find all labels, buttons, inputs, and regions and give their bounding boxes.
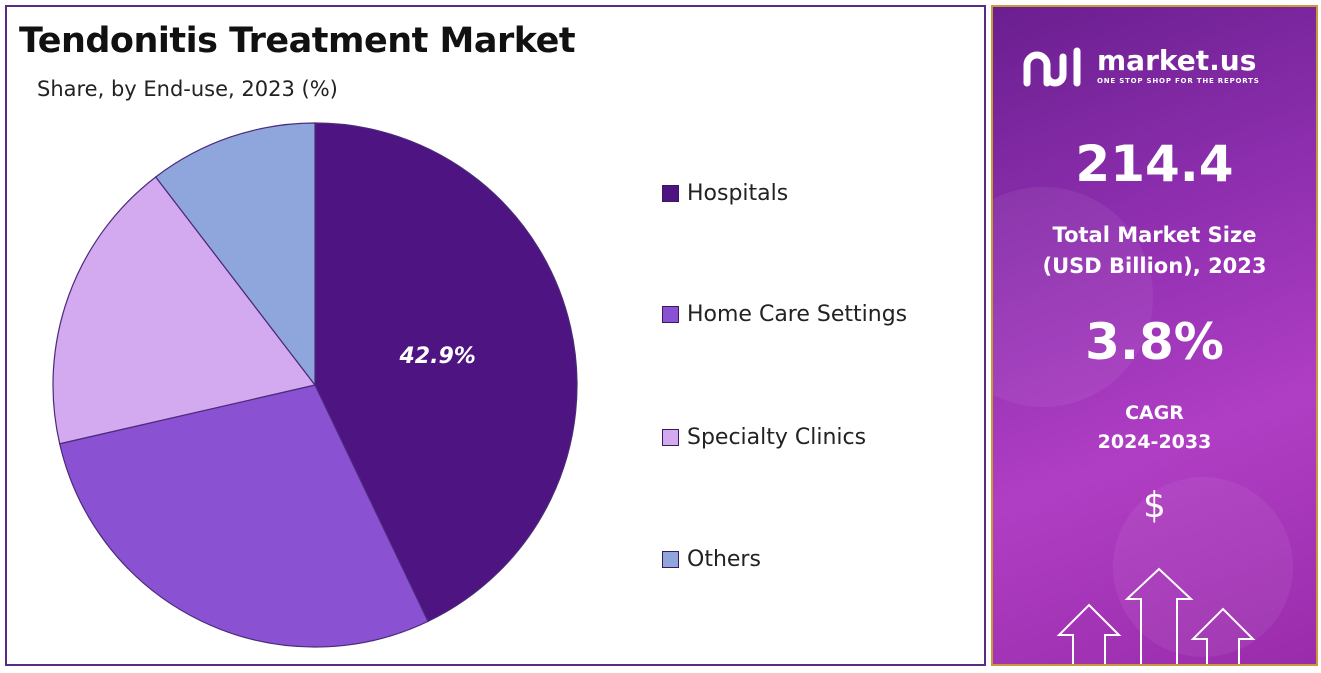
legend-item-specialty-clinics: Specialty Clinics: [662, 425, 866, 450]
cagr-label: CAGR 2024-2033: [993, 399, 1316, 457]
legend-item-hospitals: Hospitals: [662, 181, 788, 206]
legend-label-others: Others: [687, 547, 761, 572]
legend-label-home-care-settings: Home Care Settings: [687, 302, 908, 327]
legend-swatch-home-care-settings: [662, 306, 679, 323]
market-size-label-line1: Total Market Size: [1052, 223, 1257, 247]
pie-slice-hospitals: [314, 122, 578, 623]
brand-logo-block: market.us ONE STOP SHOP FOR THE REPORTS: [1023, 45, 1260, 87]
pie-chart: 42.9%: [52, 122, 578, 648]
chart-title: Tendonitis Treatment Market: [19, 21, 576, 61]
pie-slice-specialty-clinics: [52, 176, 317, 445]
legend-swatch-hospitals: [662, 185, 679, 202]
market-size-label-line2: (USD Billion), 2023: [1042, 254, 1267, 278]
chart-panel: Tendonitis Treatment Market Share, by En…: [5, 5, 986, 666]
stats-side-panel: market.us ONE STOP SHOP FOR THE REPORTS …: [991, 5, 1318, 666]
legend-label-specialty-clinics: Specialty Clinics: [687, 425, 867, 450]
cagr-label-line2: 2024-2033: [1097, 431, 1212, 453]
market-us-logo-icon: [1023, 47, 1081, 87]
legend-swatch-others: [662, 551, 679, 568]
pie-slice-home-care-settings: [58, 384, 429, 648]
cagr-label-line1: CAGR: [1125, 402, 1184, 424]
market-size-value: 214.4: [1075, 135, 1234, 193]
legend-label-hospitals: Hospitals: [687, 181, 789, 206]
pie-slice-others: [154, 122, 316, 387]
growth-arrows-icon: [1056, 567, 1256, 664]
legend-item-others: Others: [662, 547, 761, 572]
legend-swatch-specialty-clinics: [662, 429, 679, 446]
cagr-value: 3.8%: [1085, 313, 1224, 371]
dollar-icon: $: [1143, 485, 1166, 526]
brand-name: market.us: [1097, 44, 1257, 77]
chart-subtitle: Share, by End-use, 2023 (%): [37, 77, 338, 101]
brand-tagline: ONE STOP SHOP FOR THE REPORTS: [1097, 77, 1260, 85]
market-size-label: Total Market Size (USD Billion), 2023: [993, 220, 1316, 282]
legend-item-home-care-settings: Home Care Settings: [662, 302, 907, 327]
background-decoration: [1113, 477, 1293, 657]
pie-data-label-hospitals: 42.9%: [398, 344, 475, 369]
